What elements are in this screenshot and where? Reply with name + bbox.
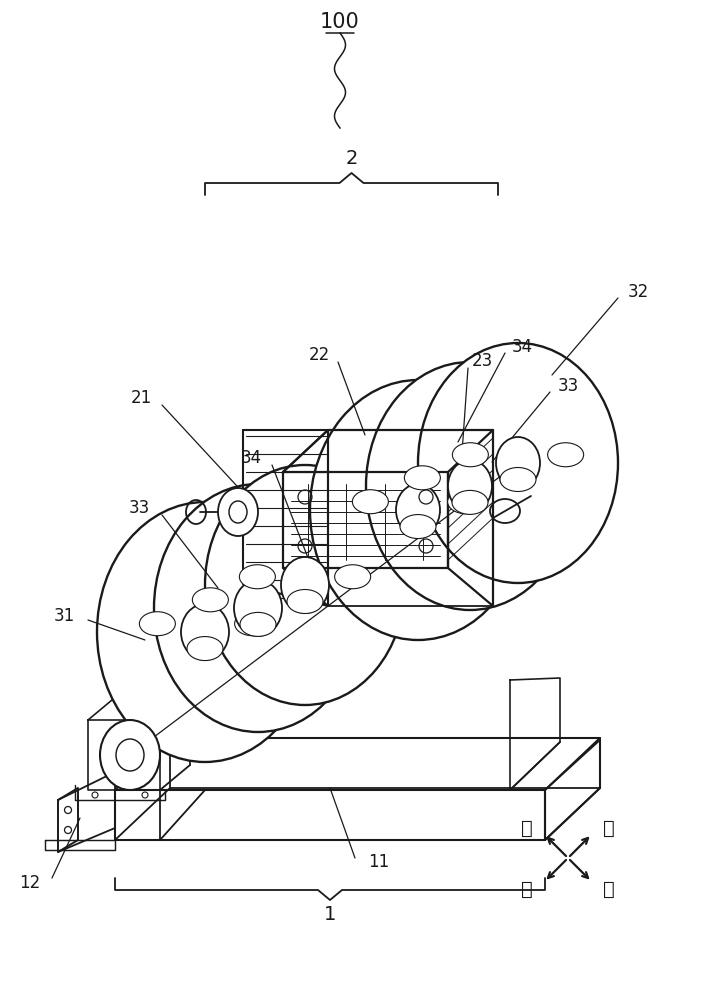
Ellipse shape	[496, 437, 540, 489]
Ellipse shape	[187, 637, 223, 661]
Ellipse shape	[100, 720, 160, 790]
Ellipse shape	[287, 589, 323, 613]
Ellipse shape	[404, 466, 441, 490]
Ellipse shape	[353, 490, 389, 514]
Ellipse shape	[234, 612, 270, 636]
Ellipse shape	[396, 484, 440, 536]
Text: 前: 前	[603, 880, 614, 899]
Ellipse shape	[239, 565, 275, 589]
Ellipse shape	[452, 490, 488, 514]
Text: 100: 100	[320, 12, 360, 32]
Ellipse shape	[400, 515, 436, 539]
Text: 1: 1	[324, 904, 336, 924]
Ellipse shape	[234, 580, 282, 636]
Text: 33: 33	[129, 499, 150, 517]
Ellipse shape	[181, 604, 229, 660]
Text: 21: 21	[131, 389, 152, 407]
Ellipse shape	[281, 557, 329, 613]
Text: 22: 22	[309, 346, 330, 364]
Text: 后: 后	[521, 819, 533, 838]
Ellipse shape	[452, 443, 488, 467]
Ellipse shape	[193, 588, 229, 612]
Text: 33: 33	[558, 377, 579, 395]
Ellipse shape	[366, 362, 574, 610]
Ellipse shape	[288, 588, 324, 612]
Ellipse shape	[500, 466, 536, 490]
Ellipse shape	[218, 488, 258, 536]
Ellipse shape	[229, 501, 247, 523]
Ellipse shape	[139, 612, 175, 636]
Text: 左: 左	[521, 880, 533, 899]
Ellipse shape	[448, 490, 484, 514]
Ellipse shape	[116, 739, 144, 771]
Ellipse shape	[500, 468, 536, 491]
Ellipse shape	[448, 460, 492, 512]
Ellipse shape	[310, 380, 526, 640]
Text: 2: 2	[345, 149, 358, 168]
Ellipse shape	[335, 565, 371, 589]
Text: 31: 31	[54, 607, 75, 625]
Ellipse shape	[240, 612, 276, 636]
Text: 32: 32	[628, 283, 649, 301]
Text: 34: 34	[512, 338, 533, 356]
Text: 右: 右	[603, 819, 614, 838]
Ellipse shape	[154, 484, 362, 732]
Ellipse shape	[418, 343, 618, 583]
Ellipse shape	[205, 465, 405, 705]
Text: 12: 12	[19, 874, 40, 892]
Text: 11: 11	[368, 853, 389, 871]
Text: 34: 34	[241, 449, 262, 467]
Text: 23: 23	[472, 352, 493, 370]
Ellipse shape	[548, 443, 583, 467]
Ellipse shape	[97, 502, 313, 762]
